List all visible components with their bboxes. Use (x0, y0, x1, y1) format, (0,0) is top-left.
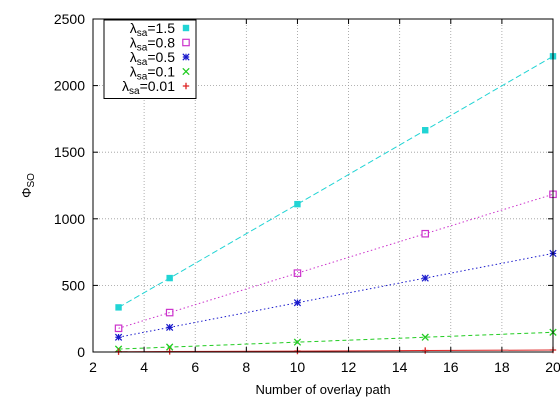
legend-label-base: λ (130, 20, 137, 36)
data-point (293, 269, 302, 277)
legend-marker (182, 53, 190, 61)
x-tick-label: 8 (242, 359, 250, 375)
data-point (422, 347, 429, 354)
marker-shape (293, 269, 302, 277)
legend-label: λsa=0.1 (130, 64, 175, 83)
data-point (421, 229, 430, 238)
data-point (421, 333, 429, 341)
legend-label-sub: sa (137, 57, 148, 68)
marker-shape (182, 82, 190, 90)
marker-shape (166, 274, 173, 282)
legend-label: λsa=1.5 (130, 20, 175, 39)
x-tick-label: 16 (443, 359, 459, 375)
y-tick-label: 2000 (54, 78, 85, 94)
legend-label: λsa=0.8 (130, 35, 175, 54)
legend-label-sub: sa (129, 86, 140, 97)
marker-shape (115, 304, 122, 311)
x-tick-label: 14 (392, 359, 408, 375)
marker-shape (293, 338, 302, 346)
marker-shape (422, 347, 429, 354)
series-line-4 (118, 349, 554, 353)
y-tick-label: 500 (62, 277, 86, 293)
legend-marker (182, 82, 190, 90)
data-point (114, 324, 123, 333)
legend-label-sub: sa (137, 28, 148, 39)
marker-shape (421, 274, 429, 282)
marker-shape (182, 53, 190, 61)
data-point (166, 323, 174, 331)
y-tick-label: 1000 (54, 211, 85, 227)
marker-shape (166, 323, 174, 331)
y-tick-label: 2500 (54, 11, 85, 27)
x-tick-label: 2 (89, 359, 97, 375)
legend-marker (182, 67, 190, 76)
data-point (166, 343, 174, 351)
legend-box (103, 19, 197, 99)
marker-shape (182, 67, 190, 76)
legend-label-base: λ (130, 35, 137, 51)
y-tick-label: 1500 (54, 144, 85, 160)
legend-label-sub: sa (137, 43, 148, 54)
plot-frame (92, 18, 554, 353)
series-line-0 (118, 55, 554, 308)
data-point (422, 127, 429, 134)
y-tick-label: 0 (77, 344, 85, 360)
data-point (114, 333, 123, 341)
series-line-3 (118, 331, 554, 350)
legend-marker (182, 38, 190, 47)
legend-label-base: λ (130, 49, 137, 65)
data-point (115, 304, 122, 311)
legend-label-base: λ (122, 78, 129, 94)
legend-marker (182, 24, 190, 32)
x-tick-label: 10 (290, 359, 306, 375)
data-point (293, 338, 302, 346)
legend-label-sub: sa (137, 72, 148, 83)
x-tick-label: 18 (494, 359, 510, 375)
x-tick-label: 12 (341, 359, 357, 375)
marker-shape (293, 299, 302, 307)
legend-label-value: =1.5 (147, 20, 175, 36)
marker-shape (166, 343, 174, 351)
marker-shape (182, 24, 190, 32)
data-point (166, 348, 173, 355)
x-tick-label: 20 (545, 359, 560, 375)
data-point (293, 299, 302, 307)
x-tick-label: 4 (140, 359, 148, 375)
series-line-2 (118, 252, 554, 338)
series-line-1 (118, 193, 554, 329)
marker-shape (114, 324, 123, 333)
data-point (165, 308, 174, 317)
y-axis-label: ΦSO (19, 173, 37, 198)
data-point (166, 274, 173, 282)
x-axis-label: Number of overlay path (255, 382, 390, 397)
marker-shape (166, 348, 173, 355)
marker-shape (182, 38, 190, 47)
x-tick-label: 6 (191, 359, 199, 375)
ticks: 2 4 6 8 10 12 14 16 18 20 0 500 1000 1500 2000 2500 (54, 11, 560, 375)
y-axis-label-base: Φ (19, 188, 34, 198)
legend-label-value: =0.1 (147, 64, 175, 80)
legend-label: λsa=0.01 (122, 78, 175, 97)
marker-shape (421, 229, 430, 238)
legend-label-value: =0.01 (140, 78, 176, 94)
marker-shape (114, 333, 123, 341)
legend-label: λsa=0.5 (130, 49, 175, 68)
marker-shape (294, 200, 301, 208)
legend-label-value: =0.5 (147, 49, 175, 65)
legend-label-base: λ (130, 64, 137, 80)
data-point (294, 200, 301, 208)
marker-shape (165, 308, 174, 317)
marker-shape (421, 333, 429, 341)
marker-shape (422, 127, 429, 134)
y-axis-label-sub: SO (26, 173, 37, 188)
data-point (421, 274, 429, 282)
legend-label-value: =0.8 (147, 35, 175, 51)
